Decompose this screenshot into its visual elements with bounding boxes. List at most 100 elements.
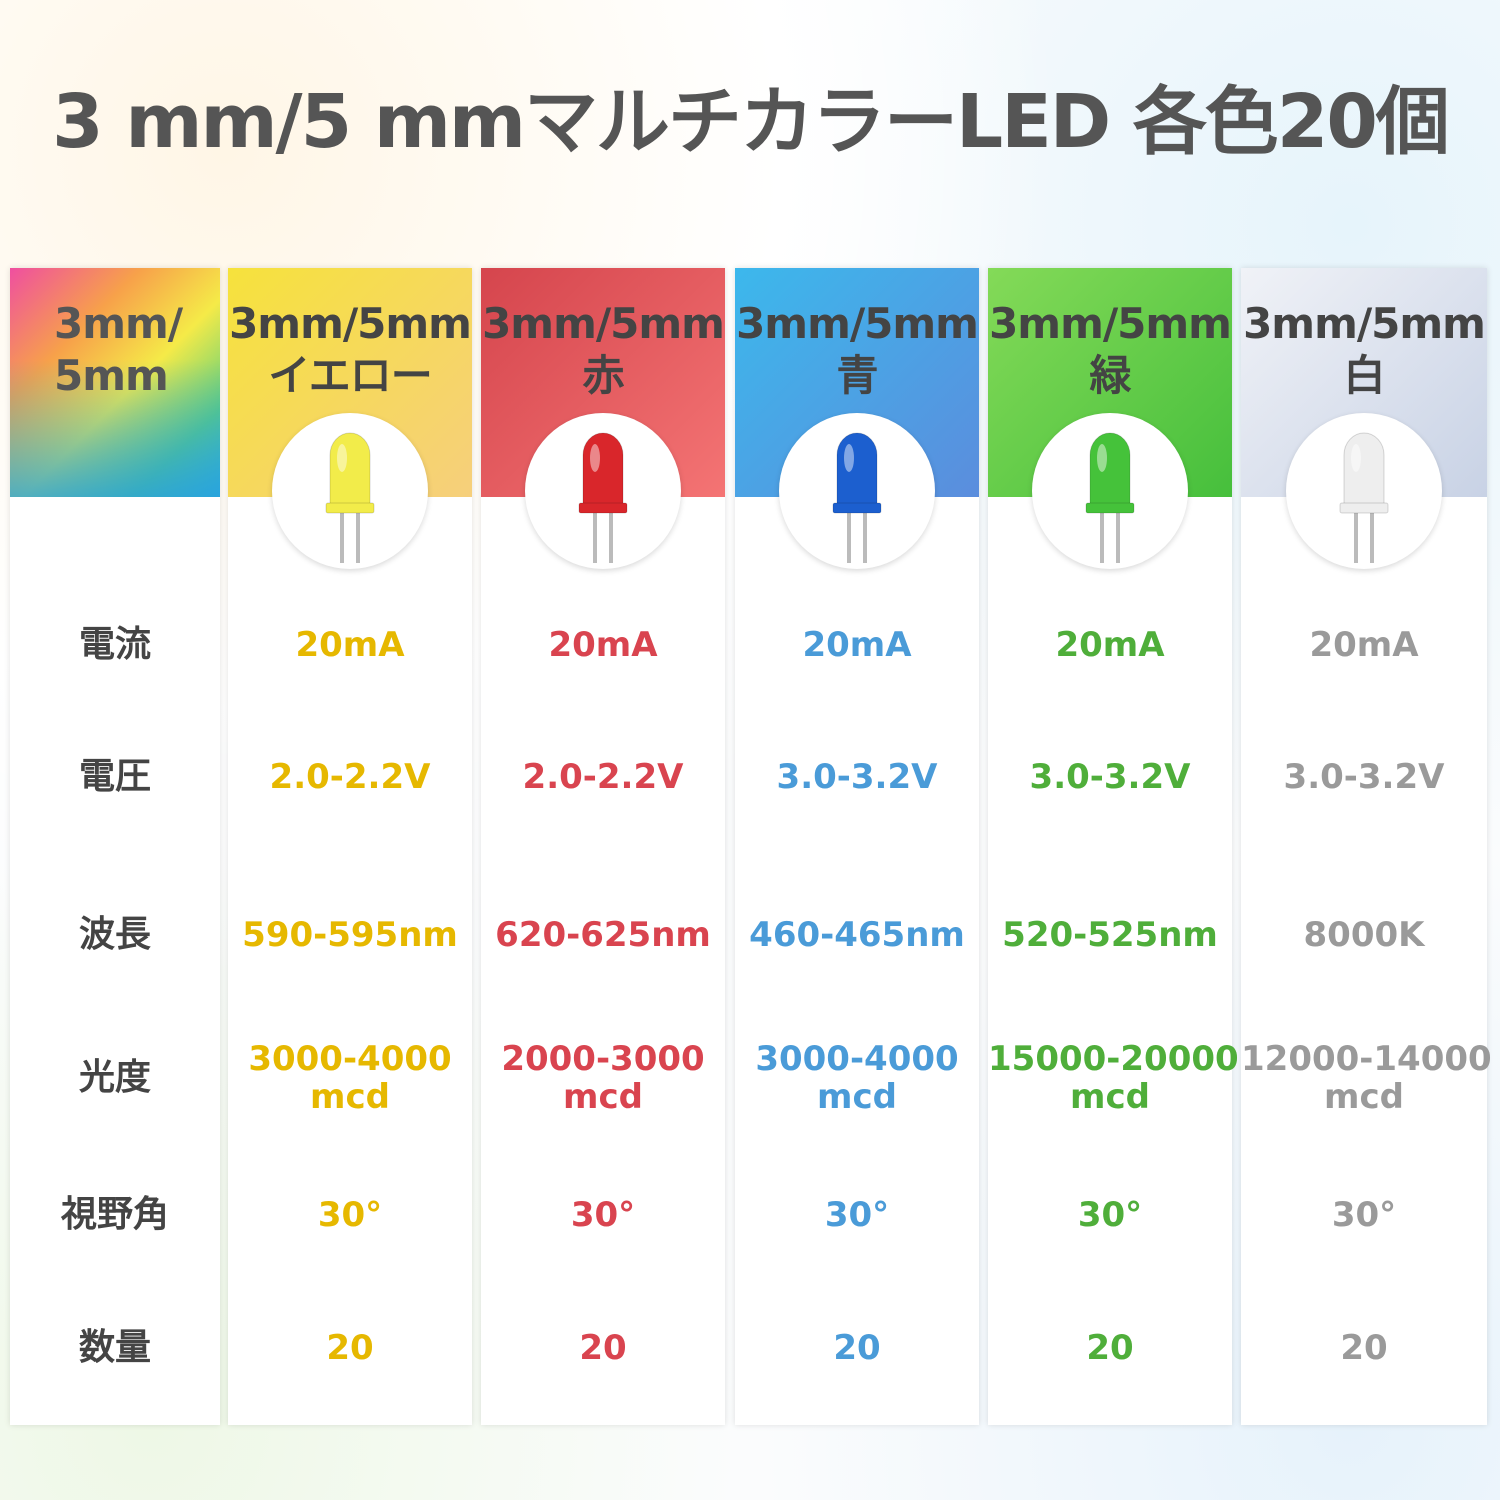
color-column: 3mm/5mm 赤 20mA 2.0-2.2V 620-625nm 2000-3000 m…: [481, 268, 725, 1425]
value-cell: 30°: [735, 1196, 979, 1234]
text-line: 3mm/: [54, 299, 183, 348]
value-cell: 12000-14000 mcd: [1241, 1039, 1492, 1117]
text-line: mcd: [563, 1077, 643, 1117]
value-cell: 20mA: [228, 626, 472, 664]
row-label: 光度: [78, 1057, 151, 1098]
value-cell: 3000-4000 mcd: [735, 1040, 979, 1116]
color-column: 3mm/5mm 白 20mA 3.0-3.2V 8000K 12000-14000 mcd…: [1241, 268, 1492, 1425]
text-line: mcd: [1070, 1077, 1150, 1117]
value-cell: 460-465nm: [735, 916, 979, 954]
text-line: 青: [836, 351, 878, 400]
text-line: 20: [579, 1328, 627, 1368]
led-icon: [832, 432, 882, 563]
text-line: 3mm/5mm: [229, 299, 472, 348]
value-cell: 20: [988, 1329, 1232, 1367]
text-line: 3.0-3.2V: [776, 757, 938, 797]
led-rim: [1085, 502, 1135, 514]
text-line: 460-465nm: [749, 915, 965, 955]
value-cell: 2.0-2.2V: [228, 758, 472, 796]
text-line: 15000-20000: [988, 1039, 1239, 1079]
value-cell: 590-595nm: [228, 916, 472, 954]
color-column: 3mm/5mm 青 20mA 3.0-3.2V 460-465nm 3000-4000 m…: [735, 268, 979, 1425]
value-cell: 30°: [481, 1196, 725, 1234]
text-line: 12000-14000: [1241, 1039, 1492, 1079]
header-text: 3mm/5mm 赤: [481, 298, 725, 402]
value-cell: 2.0-2.2V: [481, 758, 725, 796]
text-line: 3mm/5mm: [736, 299, 979, 348]
led-shine: [1097, 444, 1107, 472]
row-label: 電流: [78, 624, 151, 665]
text-line: mcd: [817, 1077, 897, 1117]
led-shine: [337, 444, 347, 472]
value-cell: 3.0-3.2V: [1241, 758, 1487, 796]
header-text: 3mm/5mm 白: [1241, 298, 1487, 402]
header-text: 3mm/5mm 緑: [988, 298, 1232, 402]
header-text: 3mm/5mm イエロー: [228, 298, 472, 402]
text-line: 3mm/5mm: [1243, 299, 1486, 348]
value-cell: 520-525nm: [988, 916, 1232, 954]
text-line: 520-525nm: [1002, 915, 1218, 955]
corner-text: 3mm/5mm: [10, 298, 220, 402]
value-cell: 20mA: [988, 626, 1232, 664]
led-body: [582, 432, 624, 512]
value-cell: 2000-3000 mcd: [481, 1040, 725, 1116]
text-line: 8000K: [1303, 915, 1425, 955]
text-line: 20mA: [802, 625, 912, 665]
text-line: 30°: [1077, 1195, 1143, 1235]
text-line: 3mm/5mm: [989, 299, 1232, 348]
value-cell: 620-625nm: [481, 916, 725, 954]
row-label: 視野角: [60, 1194, 169, 1235]
value-cell: 3.0-3.2V: [988, 758, 1232, 796]
value-cell: 20mA: [735, 626, 979, 664]
value-cell: 20mA: [481, 626, 725, 664]
text-line: mcd: [310, 1077, 390, 1117]
header-text: 3mm/5mm 青: [735, 298, 979, 402]
led-rim: [1339, 502, 1389, 514]
text-line: 3mm/5mm: [482, 299, 725, 348]
text-line: 2.0-2.2V: [269, 757, 431, 797]
text-line: 20: [833, 1328, 881, 1368]
label-column: 3mm/5mm 電流電圧波長光度視野角数量: [10, 268, 220, 1425]
text-line: mcd: [1324, 1077, 1404, 1117]
value-cell: 15000-20000 mcd: [988, 1039, 1239, 1117]
text-line: 20mA: [295, 625, 405, 665]
led-body: [836, 432, 878, 512]
led-image: [1032, 413, 1188, 569]
led-rim: [325, 502, 375, 514]
row-label: 電圧: [78, 756, 151, 797]
column-header: 3mm/5mm 白: [1241, 268, 1487, 497]
value-cell: 3.0-3.2V: [735, 758, 979, 796]
led-image: [1286, 413, 1442, 569]
text-line: 3000-4000: [248, 1039, 452, 1079]
led-image: [779, 413, 935, 569]
value-cell: 20: [1241, 1329, 1487, 1367]
text-line: 20mA: [1309, 625, 1419, 665]
value-cell: 20: [481, 1329, 725, 1367]
led-body: [1343, 432, 1385, 512]
led-body: [1089, 432, 1131, 512]
led-shine: [590, 444, 600, 472]
led-icon: [578, 432, 628, 563]
led-image: [525, 413, 681, 569]
text-line: 30°: [570, 1195, 636, 1235]
value-cell: 3000-4000 mcd: [228, 1040, 472, 1116]
led-shine: [844, 444, 854, 472]
text-line: 30°: [1331, 1195, 1397, 1235]
text-line: 2.0-2.2V: [522, 757, 684, 797]
corner-header: 3mm/5mm: [10, 268, 220, 497]
led-rim: [832, 502, 882, 514]
text-line: 5mm: [54, 351, 169, 400]
text-line: 20: [1086, 1328, 1134, 1368]
value-cell: 30°: [988, 1196, 1232, 1234]
text-line: 3.0-3.2V: [1283, 757, 1445, 797]
value-cell: 20mA: [1241, 626, 1487, 664]
row-label: 波長: [78, 914, 151, 955]
text-line: 620-625nm: [495, 915, 711, 955]
row-label: 数量: [78, 1327, 151, 1368]
text-line: 3000-4000: [755, 1039, 959, 1079]
text-line: 3.0-3.2V: [1029, 757, 1191, 797]
led-image: [272, 413, 428, 569]
text-line: 590-595nm: [242, 915, 458, 955]
led-shine: [1351, 444, 1361, 472]
